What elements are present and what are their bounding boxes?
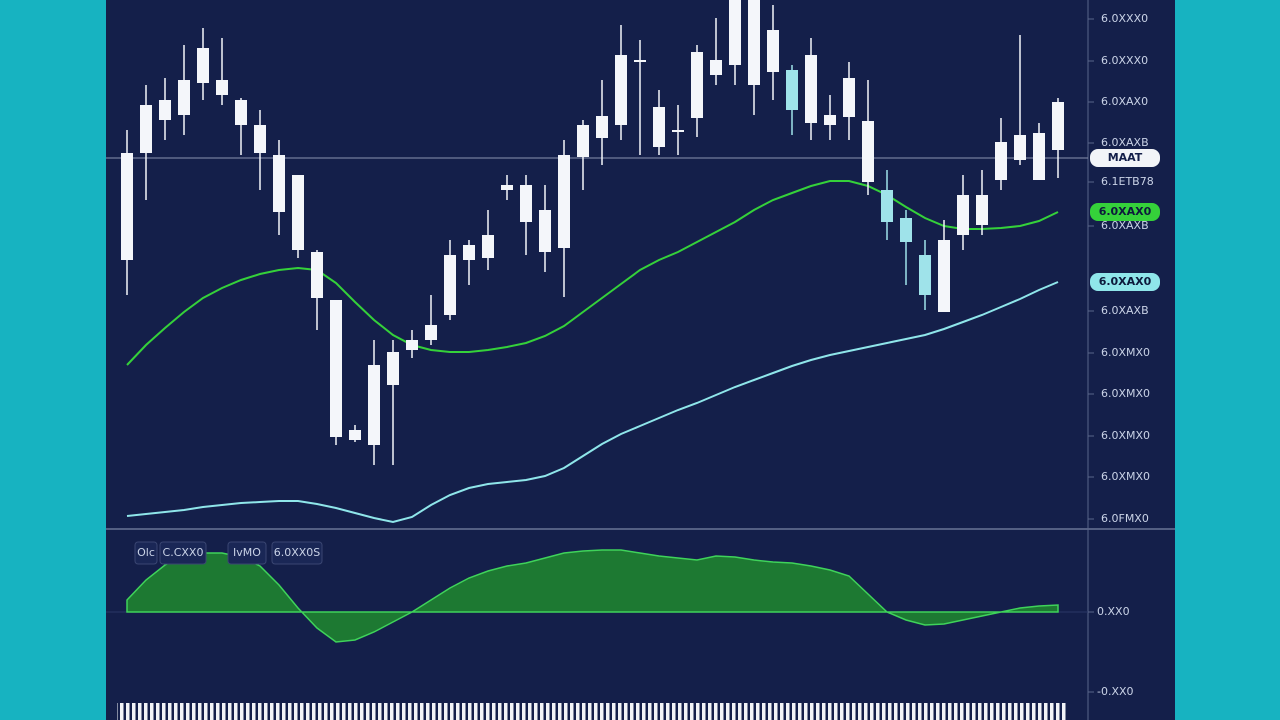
line-badge-label: 6.0XAX0	[1099, 275, 1152, 288]
line-badge	[1090, 203, 1160, 221]
candle-body	[862, 121, 874, 182]
candle-body	[786, 70, 798, 110]
candle-body	[254, 125, 266, 153]
indicator-button[interactable]	[134, 541, 158, 565]
candle-body	[197, 48, 209, 83]
candle-body	[881, 190, 893, 222]
candle-body	[178, 80, 190, 115]
candle-body	[805, 55, 817, 123]
candle-body	[957, 195, 969, 235]
candle-body	[368, 365, 380, 445]
indicator-button-label[interactable]: Olc	[137, 546, 155, 559]
candle-body	[672, 130, 684, 132]
candle-body	[463, 245, 475, 260]
candle-body	[311, 252, 323, 298]
candle-body	[482, 235, 494, 258]
candle-body	[140, 105, 152, 153]
candle-body	[1014, 135, 1026, 160]
candle-body	[292, 175, 304, 250]
candle-body	[615, 55, 627, 125]
macd-area	[126, 549, 1059, 643]
candle-body	[1052, 102, 1064, 150]
y-tick-label: 6.0XMX0	[1101, 346, 1150, 359]
candle-body	[995, 142, 1007, 180]
y-tick-label: 6.0XXX0	[1101, 12, 1148, 25]
indicator-button[interactable]	[227, 541, 267, 565]
candle-body	[976, 195, 988, 225]
candle-body	[634, 60, 646, 62]
y-tick-label: 6.0FMX0	[1101, 512, 1149, 525]
y-tick-label: 6.0XAXB	[1101, 304, 1149, 317]
indicator-button-label[interactable]: C.CXX0	[163, 546, 204, 559]
candle-body	[235, 100, 247, 125]
crosshair-label: MAAT	[1108, 151, 1143, 164]
candle-body	[710, 60, 722, 75]
line-badge	[1090, 273, 1160, 291]
candle-body	[387, 352, 399, 385]
candle-body	[444, 255, 456, 315]
y-tick-label: -0.XX0	[1097, 685, 1134, 698]
candle-body	[938, 240, 950, 312]
candle-body	[843, 78, 855, 117]
indicator-button[interactable]	[159, 541, 207, 565]
candle-body	[748, 0, 760, 85]
candle-body	[653, 107, 665, 147]
y-tick-label: 6.1ETB78	[1101, 175, 1154, 188]
candle-body	[273, 155, 285, 212]
crosshair-badge	[1090, 149, 1160, 167]
candle-body	[425, 325, 437, 340]
candle-body	[691, 52, 703, 118]
candle-body	[159, 100, 171, 120]
candle-body	[330, 300, 342, 437]
candle-body	[824, 115, 836, 125]
candle-body	[349, 430, 361, 440]
moving-average-line	[126, 180, 1059, 366]
candle-body	[216, 80, 228, 95]
candle-body	[1033, 133, 1045, 180]
y-tick-label: 6.0XMX0	[1101, 387, 1150, 400]
candle-body	[501, 185, 513, 190]
candle-body	[919, 255, 931, 295]
candle-body	[900, 218, 912, 242]
y-tick-label: 6.0XAXB	[1101, 219, 1149, 232]
y-tick-label: 6.0XXX0	[1101, 54, 1148, 67]
indicator-button-label[interactable]: IvMO	[233, 546, 261, 559]
volume-strip	[117, 703, 1067, 720]
candle-body	[767, 30, 779, 72]
candle-body	[577, 125, 589, 157]
candle-body	[406, 340, 418, 350]
y-tick-label: 6.0XAX0	[1101, 95, 1148, 108]
moving-average-line	[126, 281, 1059, 524]
line-badge-label: 6.0XAX0	[1099, 205, 1152, 218]
y-tick-label: 6.0XMX0	[1101, 470, 1150, 483]
candle-body	[520, 185, 532, 222]
indicator-button[interactable]	[271, 541, 323, 565]
indicator-button-label[interactable]: 6.0XX0S	[274, 546, 321, 559]
y-tick-label: 6.0XAXB	[1101, 136, 1149, 149]
candle-body	[539, 210, 551, 252]
y-tick-label: 0.XX0	[1097, 605, 1130, 618]
candle-body	[121, 153, 133, 260]
candle-body	[558, 155, 570, 248]
candle-body	[596, 116, 608, 138]
candle-body	[729, 0, 741, 65]
y-tick-label: 6.0XMX0	[1101, 429, 1150, 442]
